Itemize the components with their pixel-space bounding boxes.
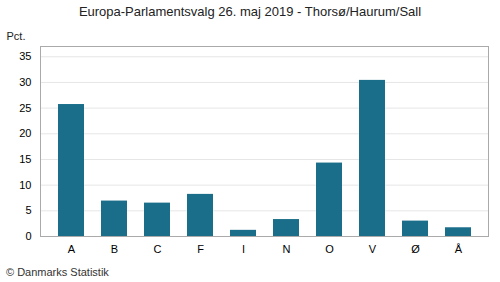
svg-text:10: 10 <box>19 179 31 191</box>
svg-text:N: N <box>283 243 291 255</box>
svg-text:Ø: Ø <box>411 243 420 255</box>
svg-text:30: 30 <box>19 76 31 88</box>
svg-text:35: 35 <box>19 50 31 62</box>
svg-text:C: C <box>154 243 162 255</box>
svg-text:A: A <box>68 243 76 255</box>
svg-text:15: 15 <box>19 153 31 165</box>
html-text:© Danmarks Statistik: © Danmarks Statistik <box>6 266 109 278</box>
svg-text:V: V <box>369 243 377 255</box>
svg-text:F: F <box>197 243 204 255</box>
svg-text:O: O <box>325 243 334 255</box>
html-text:Europa-Parlamentsvalg 26. maj: Europa-Parlamentsvalg 26. maj 2019 - Tho… <box>78 4 422 19</box>
svg-text:B: B <box>111 243 118 255</box>
svg-text:0: 0 <box>25 230 31 242</box>
svg-text:20: 20 <box>19 127 31 139</box>
svg-text:25: 25 <box>19 102 31 114</box>
svg-text:Å: Å <box>455 243 463 255</box>
svg-text:5: 5 <box>25 204 31 216</box>
svg-text:I: I <box>242 243 245 255</box>
svg-text:Pct.: Pct. <box>7 30 26 42</box>
